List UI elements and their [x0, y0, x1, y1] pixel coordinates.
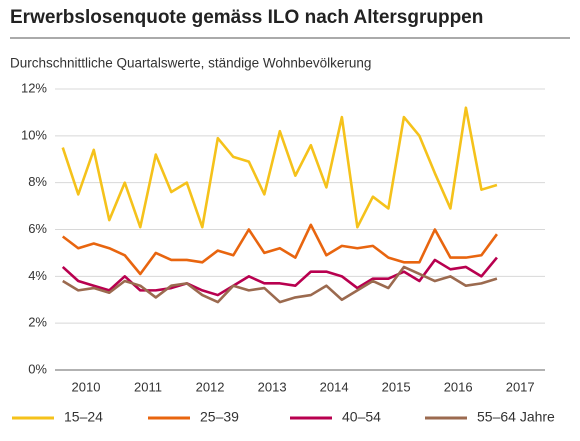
y-tick-label: 2% — [28, 315, 47, 330]
y-tick-label: 0% — [28, 361, 47, 376]
legend-label: 15–24 — [64, 409, 103, 425]
y-tick-label: 6% — [28, 221, 47, 236]
x-tick-label: 2016 — [444, 379, 473, 394]
series-line — [61, 256, 498, 297]
x-tick-label: 2013 — [258, 379, 287, 394]
x-tick-label: 2012 — [196, 379, 225, 394]
x-tick-label: 2010 — [72, 379, 101, 394]
series-line — [62, 265, 498, 304]
legend-label: 25–39 — [200, 409, 239, 425]
y-tick-label: 10% — [21, 127, 47, 142]
chart-title: Erwerbslosenquote gemäss ILO nach Alters… — [10, 7, 483, 28]
y-tick-label: 12% — [21, 80, 47, 95]
series-line — [61, 106, 498, 229]
x-tick-label: 2011 — [134, 379, 162, 394]
x-tick-label: 2015 — [382, 379, 411, 394]
y-tick-label: 4% — [28, 268, 47, 283]
legend-label: 55–64 Jahre — [477, 409, 555, 425]
legend-label: 40–54 — [342, 409, 381, 425]
series-line — [61, 223, 498, 276]
x-tick-label: 2014 — [320, 379, 349, 394]
chart-subtitle: Durchschnittliche Quartalswerte, ständig… — [10, 56, 371, 71]
y-tick-label: 8% — [28, 174, 47, 189]
x-tick-label: 2017 — [506, 379, 535, 394]
